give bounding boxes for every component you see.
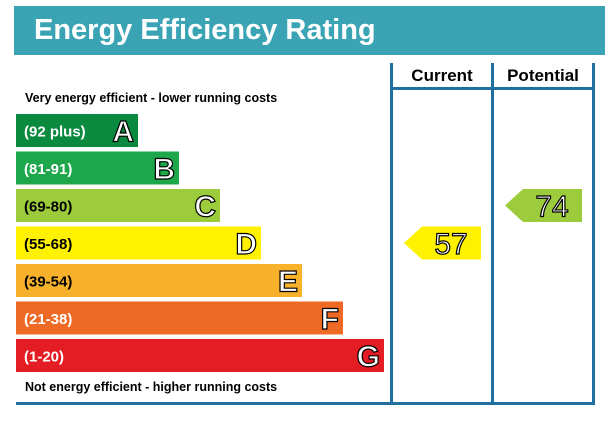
bottom-note: Not energy efficient - higher running co… — [25, 380, 278, 394]
band-range-label-b: (81-91) — [24, 161, 72, 178]
band-bar-f — [16, 301, 343, 335]
band-letter-g: G — [357, 341, 380, 374]
band-bar-a — [16, 114, 138, 147]
page-title: Energy Efficiency Rating — [34, 14, 376, 46]
header-underline-current — [390, 87, 494, 90]
band-range-label-a: (92 plus) — [24, 124, 86, 141]
band-letter-c: C — [194, 191, 216, 224]
band-bar-g — [16, 339, 384, 372]
current-rating-arrow — [404, 226, 481, 260]
top-note: Very energy efficient - lower running co… — [25, 91, 278, 105]
band-letter-d: D — [235, 228, 257, 261]
title-bar: Energy Efficiency Rating — [14, 6, 605, 55]
band-bar-d — [16, 226, 261, 260]
band-bar-e — [16, 264, 302, 297]
band-bar-c — [16, 189, 220, 222]
potential-column-right-border — [592, 63, 595, 405]
potential-column-header: Potential — [507, 66, 579, 85]
current-rating-value: 57 — [434, 228, 467, 261]
band-range-label-c: (69-80) — [24, 199, 72, 216]
current-column-left-border — [390, 63, 393, 405]
band-letter-f: F — [321, 303, 339, 336]
bottom-rule — [16, 402, 595, 405]
current-column-right-border — [491, 63, 494, 405]
band-letter-e: E — [278, 266, 298, 299]
header-underline-potential — [491, 87, 595, 90]
band-range-label-g: (1-20) — [24, 349, 64, 366]
band-letter-a: A — [112, 116, 134, 149]
band-range-label-e: (39-54) — [24, 274, 72, 291]
potential-rating-value: 74 — [535, 191, 568, 224]
band-letter-b: B — [153, 153, 175, 186]
current-column-header: Current — [411, 66, 473, 85]
band-bar-b — [16, 151, 179, 185]
potential-rating-arrow — [505, 189, 582, 222]
band-range-label-f: (21-38) — [24, 311, 72, 328]
band-range-label-d: (55-68) — [24, 236, 72, 253]
